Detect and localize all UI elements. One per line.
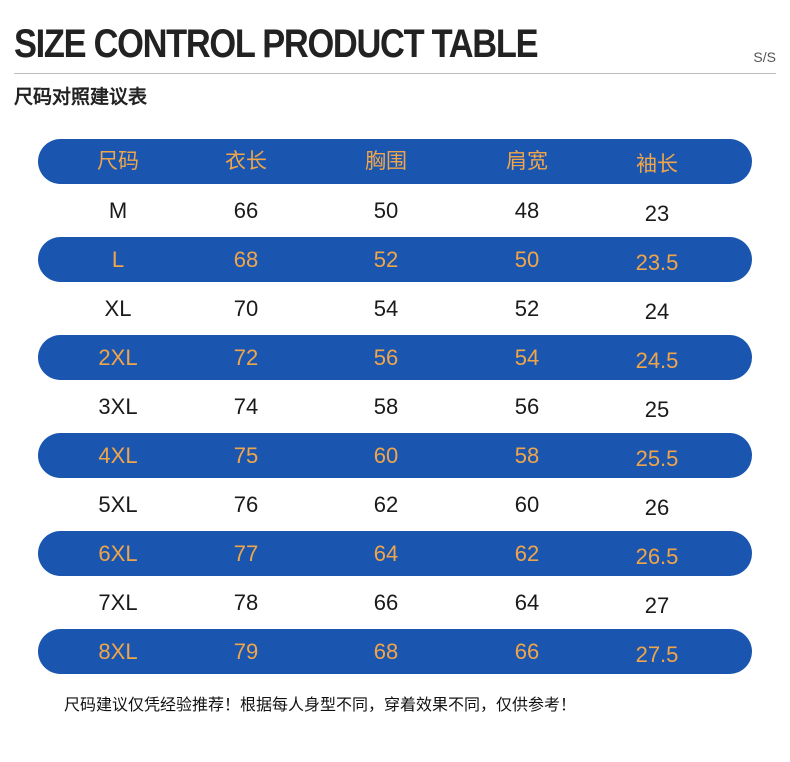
- size-cell: 5XL: [98, 492, 138, 517]
- table-row: 5XL 76 62 60 26: [38, 482, 752, 527]
- table-row: L 68 52 50 23.5: [38, 237, 752, 282]
- sleeve-cell: 25.5: [635, 446, 679, 471]
- shoulder-cell: 64: [514, 590, 540, 615]
- chest-cell: 68: [373, 639, 399, 664]
- shoulder-cell: 56: [514, 394, 540, 419]
- chest-cell: 50: [373, 198, 399, 223]
- sleeve-cell: 23.5: [635, 250, 679, 275]
- table-row: XL 70 54 52 24: [38, 286, 752, 331]
- chest-cell: 56: [373, 345, 399, 370]
- shoulder-cell: 60: [514, 492, 540, 517]
- chest-cell: 66: [373, 590, 399, 615]
- sleeve-cell: 27: [644, 593, 670, 618]
- column-header-chest: 胸围: [365, 149, 407, 173]
- table-row: 4XL 75 60 58 25.5: [38, 433, 752, 478]
- length-cell: 77: [233, 541, 259, 566]
- chest-cell: 62: [373, 492, 399, 517]
- sleeve-cell: 27.5: [635, 642, 679, 667]
- size-cell: 4XL: [98, 443, 138, 468]
- length-cell: 66: [233, 198, 259, 223]
- disclaimer-note: 尺码建议仅凭经验推荐！根据每人身型不同，穿着效果不同，仅供参考！: [64, 695, 577, 714]
- shoulder-cell: 50: [514, 247, 540, 272]
- column-header-size: 尺码: [97, 149, 139, 173]
- table-row: 2XL 72 56 54 24.5: [38, 335, 752, 380]
- chest-cell: 54: [373, 296, 399, 321]
- shoulder-cell: 58: [514, 443, 540, 468]
- size-cell: L: [111, 247, 125, 272]
- length-cell: 76: [233, 492, 259, 517]
- sleeve-cell: 23: [644, 201, 670, 226]
- table-row: 7XL 78 66 64 27: [38, 580, 752, 625]
- size-table: 尺码 衣长 胸围 肩宽 袖长 M 66 50 48 23 L 68 52 50 …: [38, 139, 752, 678]
- size-cell: 7XL: [98, 590, 138, 615]
- shoulder-cell: 66: [514, 639, 540, 664]
- length-cell: 74: [233, 394, 259, 419]
- header-divider: [14, 73, 776, 74]
- table-row: 6XL 77 64 62 26.5: [38, 531, 752, 576]
- shoulder-cell: 62: [514, 541, 540, 566]
- length-cell: 75: [233, 443, 259, 468]
- size-cell: M: [108, 198, 128, 223]
- chest-cell: 52: [373, 247, 399, 272]
- size-cell: 8XL: [98, 639, 138, 664]
- table-row: 3XL 74 58 56 25: [38, 384, 752, 429]
- length-cell: 72: [233, 345, 259, 370]
- table-row: M 66 50 48 23: [38, 188, 752, 233]
- size-cell: XL: [104, 296, 132, 321]
- chest-cell: 58: [373, 394, 399, 419]
- size-cell: 6XL: [98, 541, 138, 566]
- sleeve-cell: 26.5: [635, 544, 679, 569]
- length-cell: 68: [233, 247, 259, 272]
- shoulder-cell: 52: [514, 296, 540, 321]
- chest-cell: 64: [373, 541, 399, 566]
- column-header-length: 衣长: [225, 149, 267, 173]
- length-cell: 78: [233, 590, 259, 615]
- length-cell: 70: [233, 296, 259, 321]
- shoulder-cell: 48: [514, 198, 540, 223]
- sleeve-cell: 25: [644, 397, 670, 422]
- page-subtitle: 尺码对照建议表: [14, 86, 148, 108]
- column-header-sleeve: 袖长: [636, 152, 678, 176]
- page-title: SIZE CONTROL PRODUCT TABLE: [14, 22, 539, 66]
- size-cell: 2XL: [98, 345, 138, 370]
- season-code: S/S: [753, 49, 776, 65]
- length-cell: 79: [233, 639, 259, 664]
- size-cell: 3XL: [98, 394, 138, 419]
- shoulder-cell: 54: [514, 345, 540, 370]
- table-header-row: 尺码 衣长 胸围 肩宽 袖长: [38, 139, 752, 184]
- column-header-shoulder: 肩宽: [506, 149, 548, 173]
- sleeve-cell: 24: [644, 299, 670, 324]
- sleeve-cell: 26: [644, 495, 670, 520]
- table-row: 8XL 79 68 66 27.5: [38, 629, 752, 674]
- sleeve-cell: 24.5: [635, 348, 679, 373]
- chest-cell: 60: [373, 443, 399, 468]
